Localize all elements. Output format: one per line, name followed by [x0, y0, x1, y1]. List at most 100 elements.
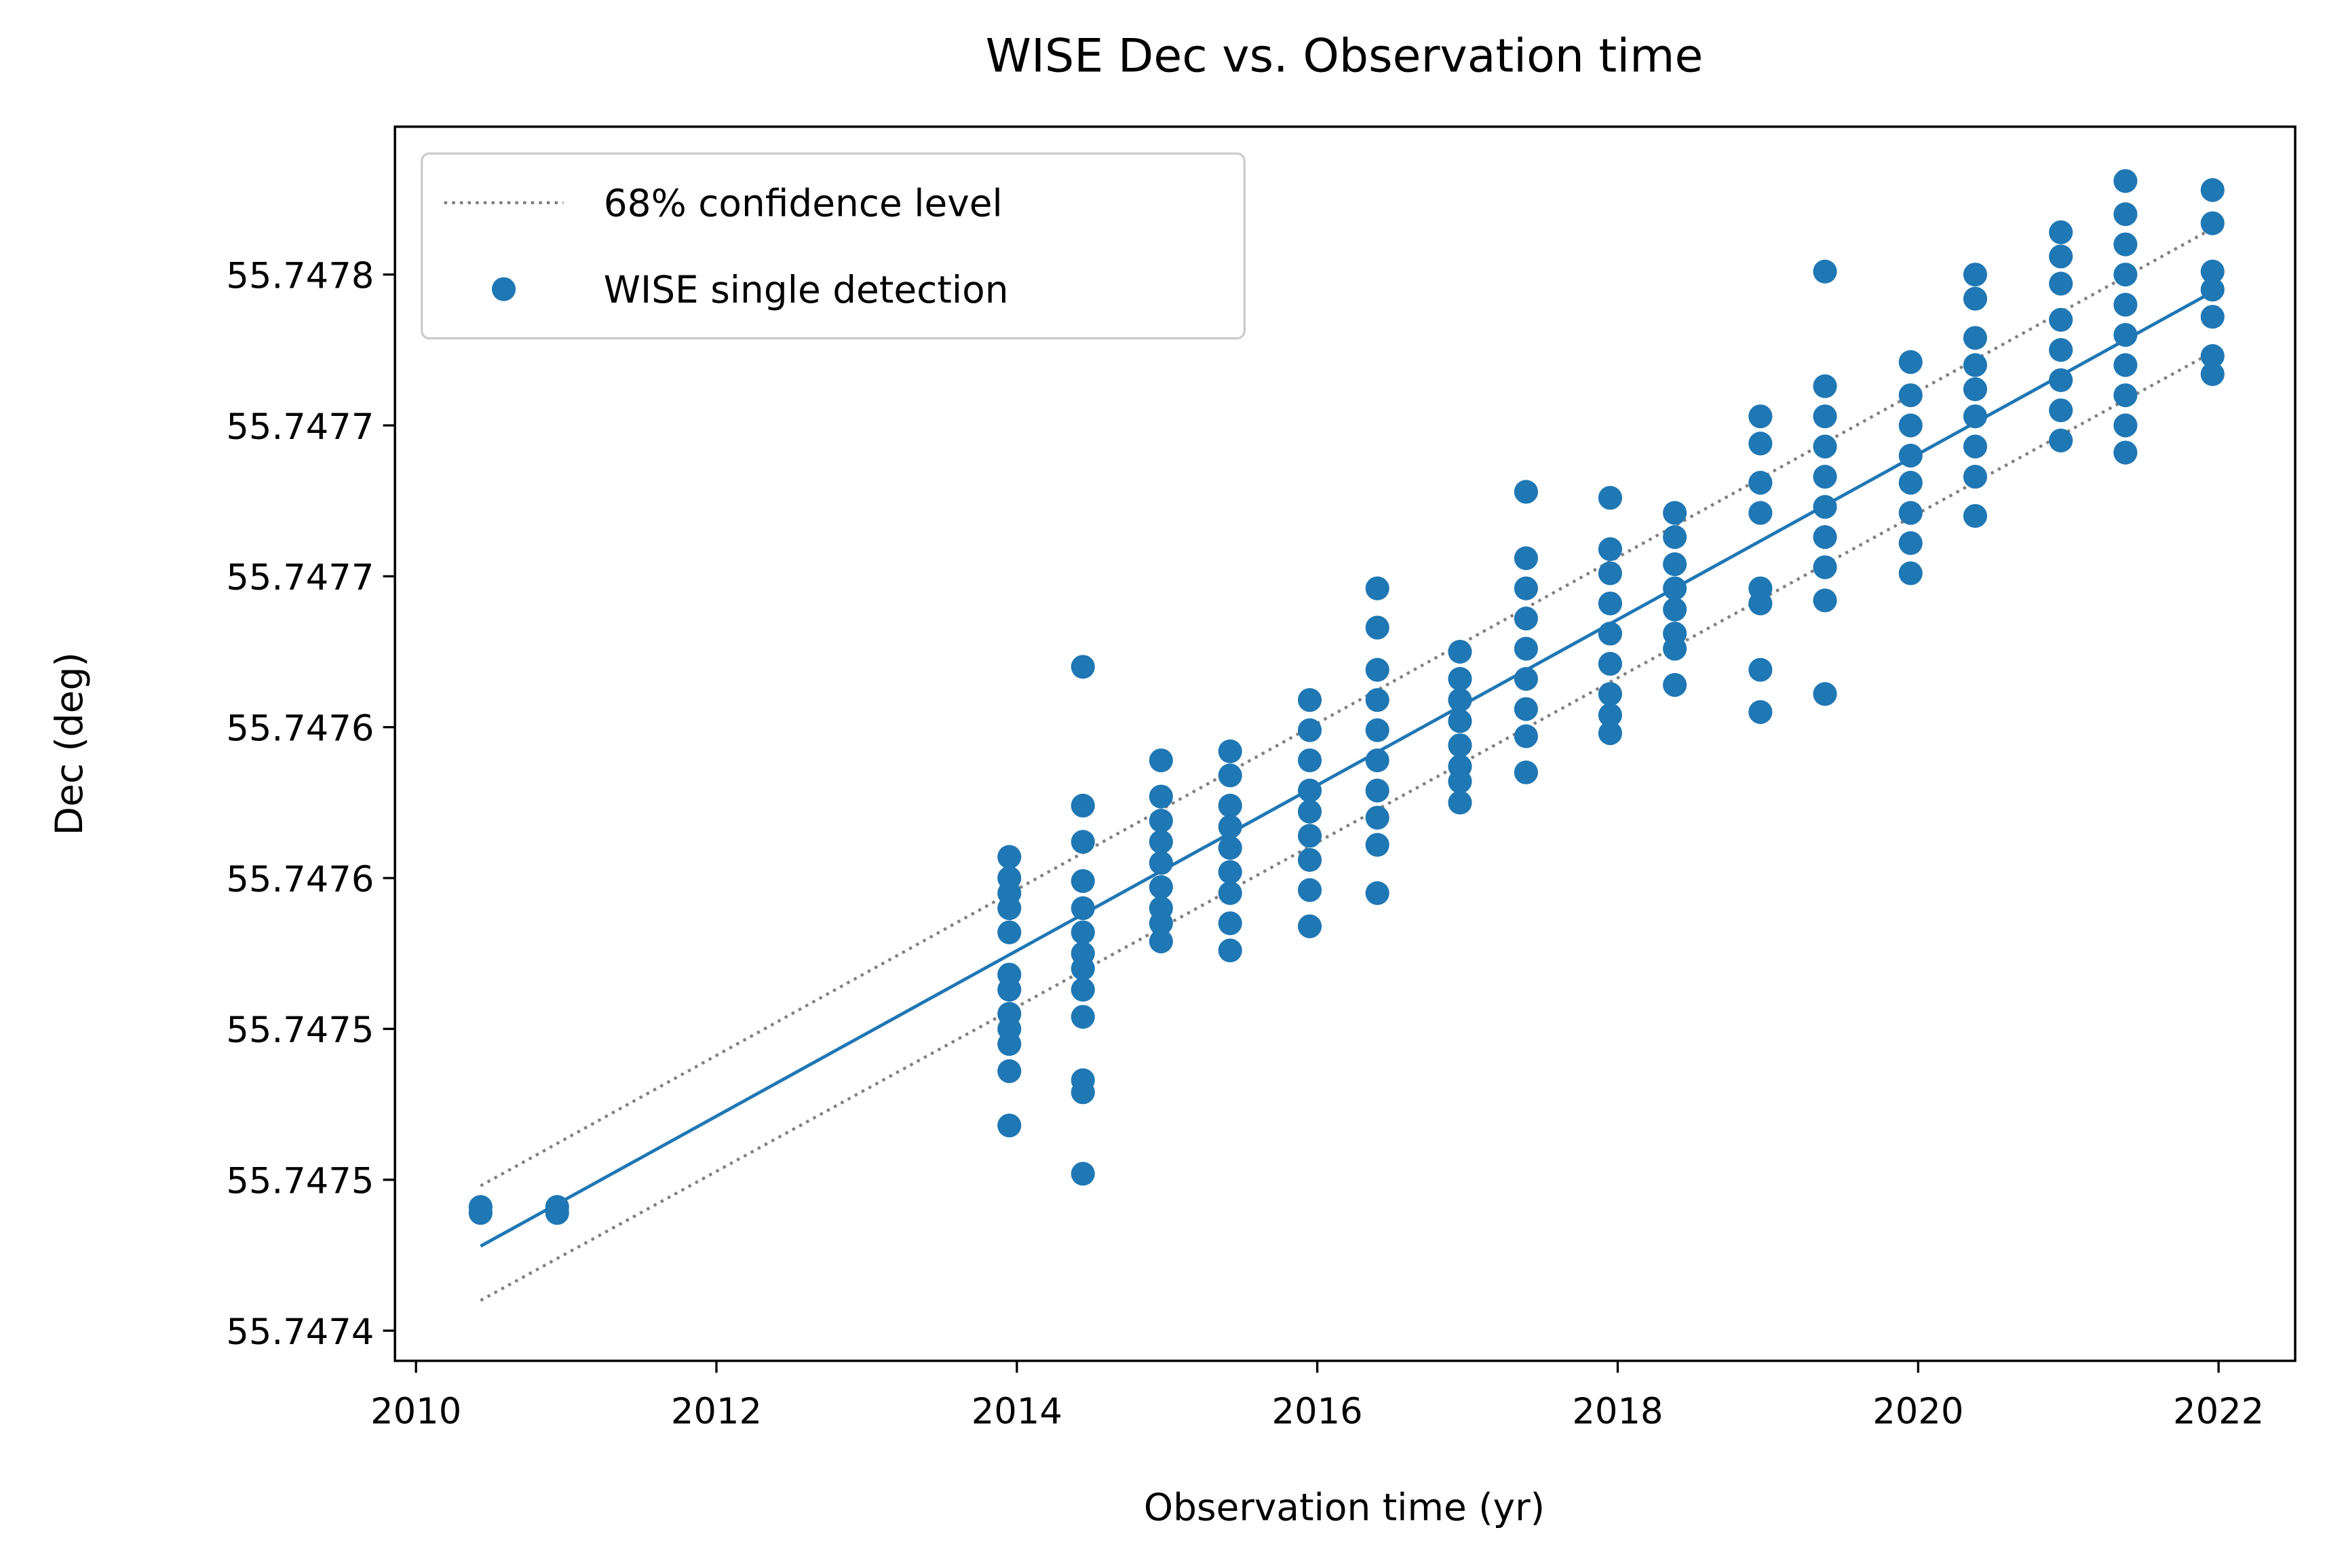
point [1813, 434, 1837, 459]
point [545, 1201, 569, 1225]
point [1963, 286, 1988, 311]
point [1898, 350, 1923, 375]
point [2113, 202, 2138, 227]
point [1663, 636, 1687, 661]
point [1071, 1080, 1095, 1105]
point [1813, 495, 1837, 519]
y-tick-label: 55.7474 [226, 1312, 374, 1353]
point [1963, 434, 1988, 459]
point [1898, 531, 1923, 556]
x-tick-label: 2014 [972, 1391, 1062, 1432]
point [1297, 688, 1322, 712]
point [2200, 259, 2225, 284]
point [1748, 501, 1773, 525]
point [1813, 374, 1837, 398]
point [1297, 778, 1322, 803]
point [2049, 220, 2073, 244]
point [1514, 576, 1538, 600]
chart-title: WISE Dec vs. Observation time [986, 29, 1704, 83]
x-axis-label: Observation time (yr) [1144, 1486, 1545, 1529]
point [1663, 672, 1687, 697]
point [2200, 211, 2225, 235]
point [2200, 278, 2225, 302]
y-tick-label: 55.7477 [226, 557, 374, 598]
point [1071, 830, 1095, 854]
point [1813, 404, 1837, 429]
point [1663, 552, 1687, 577]
point [2113, 440, 2138, 465]
point [997, 845, 1022, 869]
point [997, 896, 1022, 921]
point [1598, 651, 1622, 676]
point [1663, 501, 1687, 525]
point [1748, 404, 1773, 429]
point [1365, 881, 1389, 905]
point [2049, 307, 2073, 332]
point [1297, 914, 1322, 938]
point [1297, 799, 1322, 824]
point [1598, 561, 1622, 586]
point [1514, 760, 1538, 785]
point [468, 1201, 493, 1225]
point [1963, 326, 1988, 350]
x-tick-label: 2010 [370, 1391, 461, 1432]
x-tick-label: 2016 [1272, 1391, 1363, 1432]
point [1071, 956, 1095, 981]
point [1071, 1162, 1095, 1186]
point [1813, 465, 1837, 489]
y-tick-label: 55.7476 [226, 708, 374, 749]
point [2113, 353, 2138, 377]
point [1663, 524, 1687, 550]
point [1598, 486, 1622, 510]
point [1149, 784, 1173, 809]
point [1448, 790, 1472, 815]
point [2113, 232, 2138, 256]
y-tick-label: 55.7477 [226, 406, 374, 448]
point [2049, 338, 2073, 362]
point [1598, 537, 1622, 561]
point [1813, 524, 1837, 550]
point [1898, 413, 1923, 438]
point [1218, 793, 1242, 818]
point [1297, 824, 1322, 848]
point [1149, 911, 1173, 936]
point [1149, 929, 1173, 954]
point [1448, 666, 1472, 691]
x-tick-label: 2022 [2173, 1391, 2264, 1432]
point [1071, 655, 1095, 679]
point [1514, 636, 1538, 661]
y-tick-label: 55.7475 [226, 1010, 374, 1051]
point [2113, 383, 2138, 408]
point [1514, 546, 1538, 571]
point [2049, 244, 2073, 269]
point [1071, 978, 1095, 1002]
point [1813, 588, 1837, 613]
point [1365, 833, 1389, 857]
point [1663, 597, 1687, 622]
point [2113, 292, 2138, 317]
point [2049, 271, 2073, 296]
point [1071, 868, 1095, 894]
legend-swatch [491, 277, 516, 301]
point [2113, 413, 2138, 438]
point [1218, 763, 1242, 788]
point [1748, 700, 1773, 725]
point [1448, 639, 1472, 664]
point [1218, 881, 1242, 905]
fit-line [480, 291, 2212, 1248]
point [1297, 748, 1322, 773]
point [2113, 323, 2138, 347]
point [997, 1113, 1022, 1138]
point [1598, 682, 1622, 706]
confidence-line [480, 228, 2212, 1187]
point [1514, 607, 1538, 631]
point [1071, 896, 1095, 921]
y-tick-label: 55.7476 [226, 859, 374, 900]
point [1365, 748, 1389, 773]
point [997, 978, 1022, 1002]
point [1218, 860, 1242, 884]
point [1514, 724, 1538, 748]
point [1149, 809, 1173, 833]
y-tick-label: 55.7478 [226, 255, 374, 297]
